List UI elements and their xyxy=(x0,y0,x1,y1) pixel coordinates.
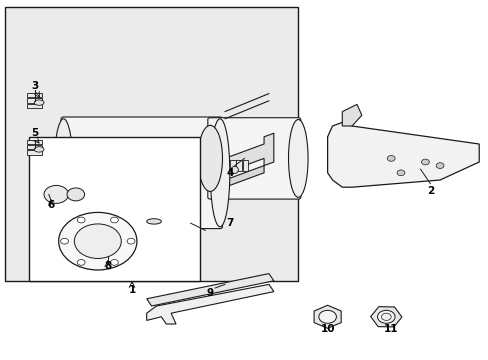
Text: 7: 7 xyxy=(225,218,233,228)
Text: 4: 4 xyxy=(225,168,233,178)
Text: 3: 3 xyxy=(32,81,39,91)
Bar xyxy=(27,98,41,103)
Bar xyxy=(5,7,298,281)
Circle shape xyxy=(44,185,68,203)
Circle shape xyxy=(74,224,121,258)
Circle shape xyxy=(377,310,394,323)
Text: 10: 10 xyxy=(320,324,334,334)
FancyBboxPatch shape xyxy=(61,117,222,229)
Text: 5: 5 xyxy=(32,128,39,138)
Ellipse shape xyxy=(54,119,73,227)
Circle shape xyxy=(59,212,137,270)
Ellipse shape xyxy=(146,219,161,224)
Circle shape xyxy=(386,156,394,161)
Text: 1: 1 xyxy=(128,285,135,295)
Text: 11: 11 xyxy=(383,324,398,334)
Ellipse shape xyxy=(231,166,238,174)
Circle shape xyxy=(77,260,85,265)
Circle shape xyxy=(396,170,404,176)
Bar xyxy=(27,104,41,108)
Ellipse shape xyxy=(288,120,307,197)
Ellipse shape xyxy=(34,100,44,105)
Text: 2: 2 xyxy=(426,186,433,196)
Bar xyxy=(27,93,41,97)
Circle shape xyxy=(127,238,135,244)
Polygon shape xyxy=(224,166,264,187)
Circle shape xyxy=(110,217,118,223)
Circle shape xyxy=(77,217,85,223)
Text: 6: 6 xyxy=(48,200,55,210)
Polygon shape xyxy=(327,122,478,187)
Bar xyxy=(229,160,235,171)
Circle shape xyxy=(61,238,68,244)
Polygon shape xyxy=(224,133,273,173)
Circle shape xyxy=(110,260,118,265)
Bar xyxy=(27,145,41,149)
Ellipse shape xyxy=(34,147,44,152)
Bar xyxy=(236,160,242,171)
Polygon shape xyxy=(146,274,273,306)
FancyBboxPatch shape xyxy=(207,118,300,199)
Text: 9: 9 xyxy=(206,288,213,298)
Circle shape xyxy=(421,159,428,165)
Ellipse shape xyxy=(210,119,229,227)
Circle shape xyxy=(67,188,84,201)
Ellipse shape xyxy=(198,125,222,192)
Bar xyxy=(242,160,248,171)
Circle shape xyxy=(435,163,443,168)
Bar xyxy=(27,150,41,155)
Polygon shape xyxy=(146,284,273,324)
Bar xyxy=(27,140,41,144)
Bar xyxy=(29,137,200,281)
Polygon shape xyxy=(342,104,361,126)
Text: 8: 8 xyxy=(104,261,111,271)
Circle shape xyxy=(318,310,336,323)
Circle shape xyxy=(381,313,390,320)
